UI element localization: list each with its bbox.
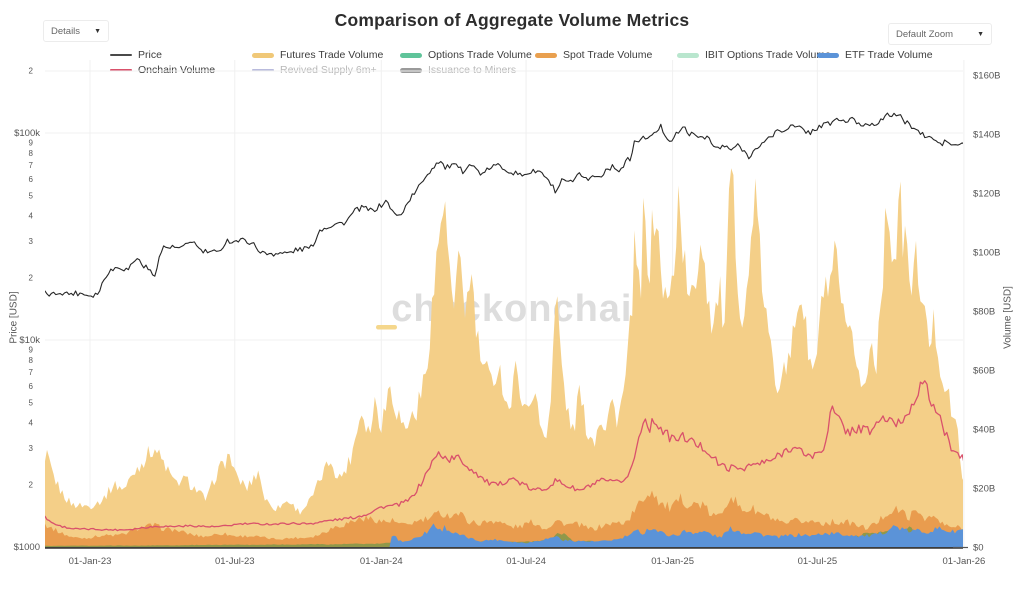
legend-line-swatch xyxy=(110,69,132,71)
legend-item-label: Onchain Volume xyxy=(138,64,216,76)
legend-item-revived-supply-6m-[interactable]: Revived Supply 6m+ xyxy=(252,63,377,77)
x-axis-tick: 01-Jul-23 xyxy=(215,556,255,567)
legend-item-label: Futures Trade Volume xyxy=(280,49,384,61)
price-axis-tick: 3 xyxy=(29,237,34,246)
legend-item-label: Options Trade Volume xyxy=(428,49,532,61)
legend-item-futures-trade-volume[interactable]: Futures Trade Volume xyxy=(252,48,383,62)
axis-ticks: 2$100k98765432$10k98765432$1000$160B$140… xyxy=(14,67,1001,567)
legend-item-onchain-volume[interactable]: Onchain Volume xyxy=(110,63,215,77)
price-axis-tick: 5 xyxy=(29,398,34,407)
price-axis-tick: 6 xyxy=(29,382,34,391)
volume-axis-tick: $20B xyxy=(973,484,995,495)
x-axis-tick: 01-Jan-24 xyxy=(360,556,403,567)
price-axis-tick: 9 xyxy=(29,138,34,147)
legend-item-label: Issuance to Miners xyxy=(428,64,517,76)
price-axis-tick: 8 xyxy=(29,149,34,158)
legend-bar-swatch xyxy=(400,67,422,73)
futures-area xyxy=(45,168,963,547)
volume-axis-tick: $60B xyxy=(973,366,995,377)
price-axis-tick: 9 xyxy=(29,345,34,354)
legend-item-issuance-to-miners[interactable]: Issuance to Miners xyxy=(400,63,516,77)
legend-item-label: Revived Supply 6m+ xyxy=(280,64,377,76)
price-axis-tick: 3 xyxy=(29,444,34,453)
chevron-down-icon: ▼ xyxy=(977,30,984,38)
default-zoom-dropdown-label: Default Zoom xyxy=(896,28,954,40)
volume-axis-tick: $0 xyxy=(973,543,984,554)
price-axis-tick: 7 xyxy=(29,368,34,377)
legend-item-label: ETF Trade Volume xyxy=(845,49,933,61)
x-axis-tick: 01-Jul-25 xyxy=(798,556,838,567)
volume-axis-tick: $120B xyxy=(973,189,1000,200)
price-axis-tick: 2 xyxy=(29,67,34,76)
legend-item-label: IBIT Options Trade Volume xyxy=(705,49,831,61)
legend-bar-swatch xyxy=(535,52,557,58)
legend-line-swatch xyxy=(252,69,274,71)
legend-bar-swatch xyxy=(400,52,422,58)
volume-axis-tick: $40B xyxy=(973,425,995,436)
legend-bar-swatch xyxy=(817,52,839,58)
price-axis-tick: $100k xyxy=(14,128,40,139)
legend-bar-swatch xyxy=(677,52,699,58)
onchain-line xyxy=(45,380,963,532)
price-axis-tick: 4 xyxy=(29,211,34,220)
x-axis-tick: 01-Jan-25 xyxy=(651,556,694,567)
x-axis-tick: 01-Jul-24 xyxy=(506,556,546,567)
legend-item-ibit-options-trade-volume[interactable]: IBIT Options Trade Volume xyxy=(677,48,831,62)
legend-item-price[interactable]: Price xyxy=(110,48,162,62)
default-zoom-dropdown[interactable]: Default Zoom ▼ xyxy=(888,23,992,45)
price-axis-tick: 7 xyxy=(29,161,34,170)
legend-item-label: Spot Trade Volume xyxy=(563,49,653,61)
price-axis-tick: $10k xyxy=(19,335,40,346)
price-axis-tick: 6 xyxy=(29,175,34,184)
etf-area xyxy=(389,523,963,547)
volume-axis-tick: $100B xyxy=(973,248,1000,259)
chevron-down-icon: ▼ xyxy=(94,27,101,35)
details-dropdown-label: Details xyxy=(51,25,81,37)
legend-item-etf-trade-volume[interactable]: ETF Trade Volume xyxy=(817,48,933,62)
watermark: checkonchain xyxy=(376,288,656,330)
volume-axis-tick: $160B xyxy=(973,71,1000,82)
gridlines xyxy=(45,60,965,547)
price-axis-tick: 4 xyxy=(29,418,34,427)
legend-bar-swatch xyxy=(252,52,274,58)
price-axis-tick: 8 xyxy=(29,356,34,365)
volume-axis-tick: $80B xyxy=(973,307,995,318)
price-axis-tick: 2 xyxy=(29,481,34,490)
page-title: Comparison of Aggregate Volume Metrics xyxy=(334,10,690,30)
legend-item-options-trade-volume[interactable]: Options Trade Volume xyxy=(400,48,532,62)
price-axis-tick: 2 xyxy=(29,274,34,283)
price-axis-tick: 5 xyxy=(29,191,34,200)
x-axis-tick: 01-Jan-23 xyxy=(69,556,112,567)
legend-line-swatch xyxy=(110,54,132,56)
details-dropdown[interactable]: Details ▼ xyxy=(43,20,109,42)
x-axis-line xyxy=(45,547,963,549)
legend-item-label: Price xyxy=(138,49,162,61)
x-axis-tick: 01-Jan-26 xyxy=(943,556,986,567)
price-line xyxy=(45,112,963,298)
price-axis-tick: $1000 xyxy=(14,542,40,553)
volume-axis-tick: $140B xyxy=(973,130,1000,141)
legend-item-spot-trade-volume[interactable]: Spot Trade Volume xyxy=(535,48,652,62)
